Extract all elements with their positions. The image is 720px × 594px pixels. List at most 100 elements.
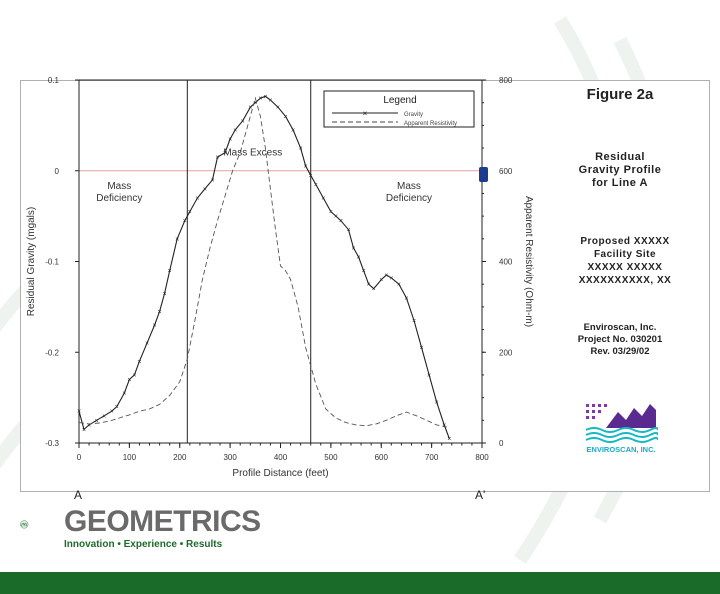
gravity-point: × [299,146,303,153]
company-info: Enviroscan, Inc. Project No. 030201 Rev.… [577,322,663,357]
x-tick-label: 500 [324,453,338,462]
y-tick-label: 0 [55,167,60,176]
y2-tick-label: 0 [499,439,504,448]
brand-name: GEOMETRICS [64,505,261,538]
gravity-point: × [102,413,106,420]
region-label-2: Mass [397,181,421,192]
y-tick-label: -0.3 [45,439,59,448]
y2-tick-label: 400 [499,258,513,267]
gravity-point: × [132,372,136,379]
gravity-point: × [314,182,318,189]
gravity-point: × [203,186,207,193]
gravity-point: × [153,323,157,330]
y2-tick-label: 600 [499,167,513,176]
gravity-point: × [435,400,439,407]
legend-entry-gravity: Gravity [404,112,423,118]
legend: Legend × Gravity Apparent Resistivity [323,90,475,128]
gravity-point: × [110,409,114,416]
gravity-point: × [367,282,371,289]
y2-tick-label: 800 [499,76,513,85]
y-tick-label: -0.2 [45,348,59,357]
gravity-point: × [283,114,287,121]
gravity-point: × [412,318,416,325]
gravity-point: × [268,97,272,104]
geometrics-logo-icon [20,520,29,529]
x-axis-label: Profile Distance (feet) [232,468,328,479]
x-tick-label: 300 [223,453,237,462]
gravity-point: × [233,127,237,134]
y-axis-label: Residual Gravity (mgals) [26,207,37,316]
gravity-point: × [442,422,446,429]
x-tick-label: 100 [123,453,137,462]
figure-frame [20,80,710,492]
gravity-point: × [384,273,388,280]
gravity-point: × [158,309,162,316]
gravity-point: × [420,345,424,352]
gravity-point: × [87,422,91,429]
gravity-point: × [175,236,179,243]
gravity-point: × [304,164,308,171]
gravity-point: × [397,282,401,289]
gravity-point: × [447,436,451,443]
y-tick-label: -0.1 [45,258,59,267]
gravity-point: × [228,136,232,143]
series-line-gravity [78,95,450,439]
gravity-point: × [215,155,219,162]
site-description: Proposed XXXXX Facility Site XXXXX XXXXX… [578,236,672,286]
gravity-point: × [372,286,376,293]
enviroscan-logo-text: ENVIROSCAN, INC. [586,445,655,454]
gravity-point: × [291,127,295,134]
region-label-1: Mass Excess [223,147,282,158]
y-tick-label: 0.1 [48,76,60,85]
gravity-point: × [95,418,99,425]
gravity-point: × [339,218,343,225]
profile-start-label: A [74,488,83,502]
x-tick-label: 700 [425,453,439,462]
region-label-0: Mass [107,181,131,192]
gravity-point: × [223,150,227,157]
brand-tagline: Innovation • Experience • Results [64,539,223,550]
gravity-point: × [115,404,119,411]
gravity-point: × [253,100,257,107]
gravity-point: × [389,275,393,282]
gravity-point: × [188,209,192,216]
gravity-point: × [263,94,267,101]
x-tick-label: 800 [475,453,489,462]
gravity-point: × [77,409,81,416]
y2-tick-label: 200 [499,348,513,357]
figure-title: Residual Gravity Profile for Line A [578,151,662,189]
gravity-point: × [163,291,167,298]
enviroscan-logo: ENVIROSCAN, INC. [585,404,658,454]
gravity-point: × [168,268,172,275]
gravity-point: × [346,227,350,234]
figure-number: Figure 2a [586,86,654,103]
footer-bar [0,572,720,594]
gravity-point: × [82,427,86,434]
x-tick-label: 200 [173,453,187,462]
gravity-point: × [127,377,131,384]
x-tick-label: 600 [375,453,389,462]
gravity-point: × [357,254,361,261]
region-label-2: Deficiency [386,193,432,204]
gravity-point: × [183,218,187,225]
gravity-point: × [379,277,383,284]
legend-entry-resistivity: Apparent Resistivity [404,121,457,127]
gravity-point: × [321,195,325,202]
gravity-point: × [145,341,149,348]
gravity-point: × [362,268,366,275]
profile-end-label: A' [475,488,486,502]
gravity-point: × [334,214,338,221]
legend-gravity-marker: × [363,109,368,118]
region-label-0: Deficiency [96,193,142,204]
gravity-point: × [210,177,214,184]
plot-frame [78,79,483,444]
y2-axis-label: Apparent Resistivity (Ohm-m) [523,196,534,327]
x-tick-label: 0 [77,453,82,462]
gravity-point: × [122,391,126,398]
gravity-point: × [351,245,355,252]
gravity-point: × [241,118,245,125]
gravity-point: × [329,209,333,216]
gravity-point: × [427,372,431,379]
gravity-point: × [309,173,313,180]
